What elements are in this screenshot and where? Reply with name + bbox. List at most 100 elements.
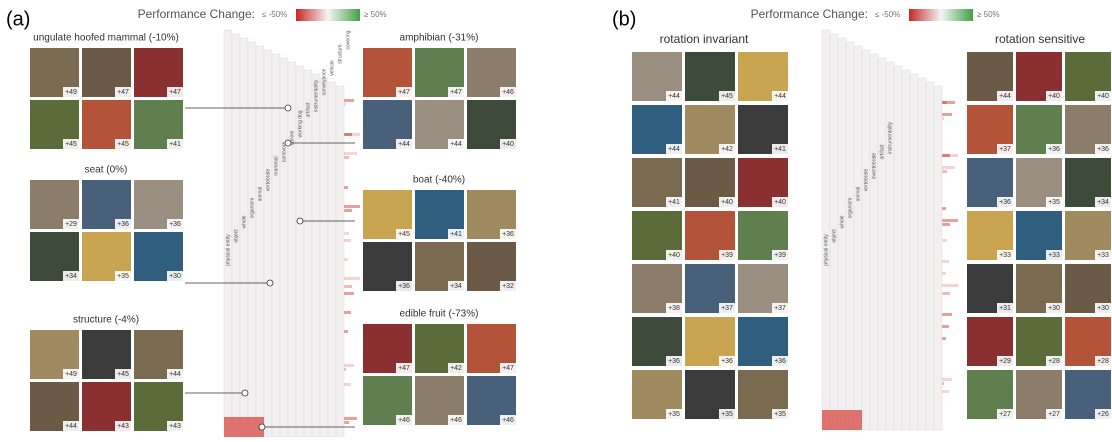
- tile-badge: [500, 139, 516, 149]
- tile-badge: [396, 281, 412, 291]
- group-title: boat (-40%): [413, 175, 465, 186]
- tile-label: +34: [1097, 199, 1109, 206]
- legend-low: ≤ -50%: [262, 10, 287, 19]
- heat-cell: [344, 364, 354, 367]
- hierarchy-column: [877, 57, 887, 431]
- tile-label: +37: [774, 305, 786, 312]
- tile-label: +35: [774, 411, 786, 418]
- tile-badge: [448, 363, 464, 373]
- tile-label: +36: [169, 221, 181, 228]
- tile-label: +46: [398, 417, 410, 424]
- tile-badge: [500, 229, 516, 239]
- tile-badge: [666, 250, 682, 260]
- tile-badge: [448, 87, 464, 97]
- tile-badge: [997, 197, 1013, 207]
- tile-badge: [1095, 409, 1111, 419]
- tile-label: +45: [721, 93, 733, 100]
- connector-dot: [266, 279, 274, 287]
- tile-label: +43: [169, 423, 181, 430]
- connector-dot: [296, 217, 304, 225]
- tile-label: +49: [65, 371, 77, 378]
- tile-badge: [167, 139, 183, 149]
- tile-badge: [719, 250, 735, 260]
- tile-badge: [772, 197, 788, 207]
- hierarchy-column: [909, 73, 919, 431]
- tile-label: +27: [1048, 411, 1060, 418]
- hierarchy-label: whole: [839, 215, 845, 228]
- tile-badge: [666, 144, 682, 154]
- tile-badge: [448, 229, 464, 239]
- tile-badge: [396, 229, 412, 239]
- hierarchy-column: [327, 81, 337, 438]
- hierarchy-column: [303, 69, 313, 438]
- tile-label: +47: [398, 89, 410, 96]
- tile-badge: [63, 219, 79, 229]
- tile-badge: [115, 271, 131, 281]
- tile-label: +40: [774, 199, 786, 206]
- hierarchy-column: [239, 37, 249, 438]
- heat-cell: [344, 277, 360, 280]
- tile-label: +40: [668, 252, 680, 259]
- tile-badge: [1095, 250, 1111, 260]
- tile-label: +30: [1048, 305, 1060, 312]
- tile-label: +36: [668, 358, 680, 365]
- tile-label: +33: [1097, 252, 1109, 259]
- tile-label: +40: [1097, 93, 1109, 100]
- hierarchy-label: vehicle: [329, 60, 335, 76]
- hierarchy-column: [311, 73, 321, 438]
- hierarchy-label: organism: [249, 198, 255, 219]
- group-title: structure (-4%): [73, 315, 139, 326]
- tile-badge: [167, 271, 183, 281]
- heat-cell: [942, 378, 952, 381]
- tile-label: +34: [65, 273, 77, 280]
- heat-cell: [942, 284, 958, 287]
- tile-badge: [1095, 91, 1111, 101]
- tile-label: +36: [999, 199, 1011, 206]
- heat-cell: [942, 154, 958, 157]
- tile-label: +43: [117, 423, 129, 430]
- tile-label: +45: [398, 231, 410, 238]
- hierarchy-label: structure: [337, 44, 343, 64]
- tile-badge: [719, 356, 735, 366]
- tile-label: +41: [450, 231, 462, 238]
- tile-badge: [719, 91, 735, 101]
- hierarchy-column: [223, 29, 233, 438]
- tile-badge: [63, 139, 79, 149]
- tile-label: +33: [1048, 252, 1060, 259]
- connector-dot: [284, 139, 292, 147]
- tile-badge: [1046, 91, 1062, 101]
- heat-highlight: [822, 410, 862, 430]
- hierarchy-column: [335, 85, 345, 438]
- group-title: amphibian (-31%): [400, 33, 479, 44]
- hierarchy-column: [287, 61, 297, 438]
- hierarchy-column: [271, 53, 281, 438]
- hierarchy-label: mammal: [273, 156, 279, 175]
- tile-label: +40: [502, 141, 514, 148]
- tile-label: +32: [502, 283, 514, 290]
- tile-label: +46: [502, 417, 514, 424]
- tile-badge: [115, 139, 131, 149]
- tile-badge: [500, 363, 516, 373]
- tile-label: +44: [774, 93, 786, 100]
- hierarchy-column: [247, 41, 257, 438]
- hierarchy-column: [925, 81, 935, 431]
- hierarchy-column: [821, 29, 831, 431]
- tile-label: +49: [65, 89, 77, 96]
- heat-cell: [942, 207, 946, 210]
- tile-badge: [115, 219, 131, 229]
- column-title: rotation sensitive: [995, 32, 1085, 46]
- tile-badge: [167, 369, 183, 379]
- tile-label: +46: [450, 417, 462, 424]
- tile-badge: [1046, 356, 1062, 366]
- tile-badge: [448, 281, 464, 291]
- hierarchy-column: [279, 57, 289, 438]
- heat-cell: [942, 260, 949, 263]
- tile-badge: [666, 303, 682, 313]
- hierarchy: physical entity objectwholeorganismanimal…: [223, 29, 958, 438]
- tile-label: +45: [117, 141, 129, 148]
- tile-label: +40: [1048, 93, 1060, 100]
- heat-cell: [942, 390, 949, 393]
- tile-badge: [666, 356, 682, 366]
- heat-cell: [942, 313, 952, 316]
- hierarchy-label: vertebrate: [265, 169, 271, 192]
